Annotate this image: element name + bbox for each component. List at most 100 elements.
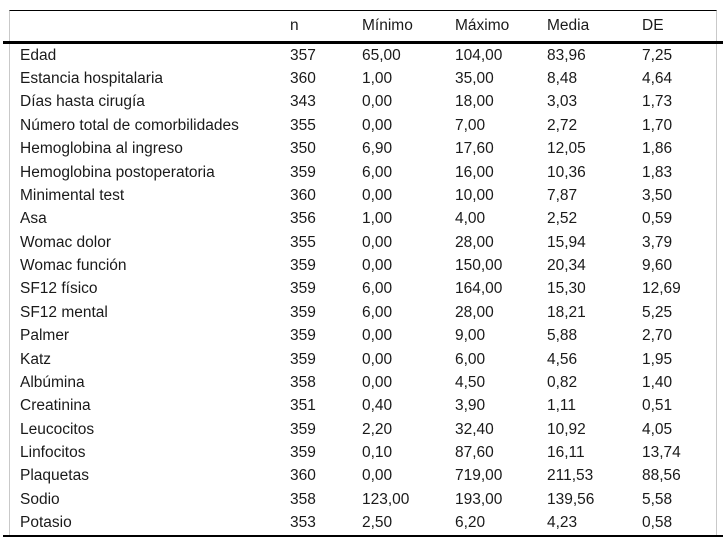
cell-de: 7,25 xyxy=(642,46,673,64)
cell-minimo: 2,20 xyxy=(362,420,393,438)
cell-media: 4,56 xyxy=(547,350,578,368)
cell-media: 139,56 xyxy=(547,490,595,508)
table-row: Creatinina 351 0,40 3,90 1,11 0,51 xyxy=(10,395,717,418)
row-label: Edad xyxy=(20,46,57,64)
row-label: Hemoglobina postoperatoria xyxy=(20,163,215,181)
cell-n: 359 xyxy=(290,420,316,438)
cell-media: 10,92 xyxy=(547,420,586,438)
table-row: Potasio 353 2,50 6,20 4,23 0,58 xyxy=(10,512,717,535)
cell-media: 1,11 xyxy=(547,397,577,415)
row-label: Sodio xyxy=(20,490,60,508)
cell-minimo: 65,00 xyxy=(362,46,401,64)
row-label: Leucocitos xyxy=(20,420,95,438)
table-frame xyxy=(9,10,717,537)
cell-minimo: 6,90 xyxy=(362,140,393,158)
cell-media: 2,52 xyxy=(547,210,578,228)
cell-media: 15,30 xyxy=(547,280,586,298)
table-row: Hemoglobina al ingreso 350 6,90 17,60 12,05 1… xyxy=(10,138,717,161)
table-row: Plaquetas 360 0,00 719,00 211,53 88,56 xyxy=(10,465,717,488)
row-label: Asa xyxy=(20,210,47,228)
cell-n: 359 xyxy=(290,257,316,275)
cell-de: 12,69 xyxy=(642,280,681,298)
row-label: Womac dolor xyxy=(20,233,112,251)
cell-de: 88,56 xyxy=(642,467,681,485)
cell-maximo: 150,00 xyxy=(455,257,503,275)
cell-maximo: 4,50 xyxy=(455,373,486,391)
cell-de: 1,40 xyxy=(642,373,673,391)
cell-minimo: 0,00 xyxy=(362,327,393,345)
cell-minimo: 1,00 xyxy=(362,210,393,228)
cell-maximo: 193,00 xyxy=(455,490,503,508)
cell-media: 16,11 xyxy=(547,444,585,462)
row-label: Número total de comorbilidades xyxy=(20,116,239,134)
cell-n: 343 xyxy=(290,93,316,111)
table-row: Edad 357 65,00 104,00 83,96 7,25 xyxy=(10,44,717,67)
cell-minimo: 0,00 xyxy=(362,257,393,275)
cell-de: 3,79 xyxy=(642,233,673,251)
cell-minimo: 0,00 xyxy=(362,233,393,251)
table-row: Asa 356 1,00 4,00 2,52 0,59 xyxy=(10,208,717,231)
cell-de: 2,70 xyxy=(642,327,673,345)
cell-media: 3,03 xyxy=(547,93,578,111)
cell-maximo: 9,00 xyxy=(455,327,486,345)
table-row: Palmer 359 0,00 9,00 5,88 2,70 xyxy=(10,325,717,348)
cell-de: 0,58 xyxy=(642,514,673,532)
cell-de: 1,83 xyxy=(642,163,673,181)
row-label: Días hasta cirugía xyxy=(20,93,145,111)
cell-de: 4,64 xyxy=(642,70,673,88)
header-minimo: Mínimo xyxy=(362,16,413,34)
cell-media: 20,34 xyxy=(547,257,586,275)
header-n: n xyxy=(290,16,299,34)
cell-media: 15,94 xyxy=(547,233,586,251)
cell-media: 4,23 xyxy=(547,514,578,532)
cell-n: 359 xyxy=(290,444,316,462)
table-row: Hemoglobina postoperatoria 359 6,00 16,00 10… xyxy=(10,161,717,184)
table-row: Leucocitos 359 2,20 32,40 10,92 4,05 xyxy=(10,418,717,441)
cell-minimo: 0,00 xyxy=(362,93,393,111)
cell-maximo: 35,00 xyxy=(455,70,494,88)
cell-n: 359 xyxy=(290,350,316,368)
cell-de: 9,60 xyxy=(642,257,673,275)
row-label: Potasio xyxy=(20,514,72,532)
cell-n: 360 xyxy=(290,186,316,204)
cell-minimo: 0,10 xyxy=(362,444,393,462)
table-row: Katz 359 0,00 6,00 4,56 1,95 xyxy=(10,348,717,371)
cell-n: 360 xyxy=(290,467,316,485)
cell-minimo: 0,00 xyxy=(362,467,393,485)
row-label: Linfocitos xyxy=(20,444,86,462)
cell-n: 355 xyxy=(290,233,316,251)
table-row: Minimental test 360 0,00 10,00 7,87 3,50 xyxy=(10,184,717,207)
cell-maximo: 719,00 xyxy=(455,467,503,485)
cell-minimo: 6,00 xyxy=(362,163,393,181)
cell-minimo: 123,00 xyxy=(362,490,410,508)
header-maximo: Máximo xyxy=(455,16,510,34)
table-row: Albúmina 358 0,00 4,50 0,82 1,40 xyxy=(10,371,717,394)
cell-maximo: 7,00 xyxy=(455,116,486,134)
cell-media: 8,48 xyxy=(547,70,578,88)
cell-n: 356 xyxy=(290,210,316,228)
cell-media: 0,82 xyxy=(547,373,578,391)
cell-maximo: 28,00 xyxy=(455,233,494,251)
cell-media: 12,05 xyxy=(547,140,586,158)
cell-de: 1,95 xyxy=(642,350,673,368)
row-label: SF12 físico xyxy=(20,280,98,298)
cell-n: 358 xyxy=(290,373,316,391)
row-label: Womac función xyxy=(20,257,127,275)
table-row: Estancia hospitalaria 360 1,00 35,00 8,48 4,6… xyxy=(10,67,717,90)
row-label: Estancia hospitalaria xyxy=(20,70,164,88)
cell-media: 7,87 xyxy=(547,186,578,204)
cell-de: 1,73 xyxy=(642,93,673,111)
cell-maximo: 4,00 xyxy=(455,210,486,228)
cell-de: 0,51 xyxy=(642,397,673,415)
cell-maximo: 104,00 xyxy=(455,46,503,64)
table-bottom-rule xyxy=(3,535,723,537)
table-row: Sodio 358 123,00 193,00 139,56 5,58 xyxy=(10,488,717,511)
cell-de: 4,05 xyxy=(642,420,673,438)
cell-maximo: 32,40 xyxy=(455,420,494,438)
cell-de: 1,70 xyxy=(642,116,673,134)
cell-de: 0,59 xyxy=(642,210,673,228)
table-row: SF12 físico 359 6,00 164,00 15,30 12,69 xyxy=(10,278,717,301)
header-de: DE xyxy=(642,16,664,34)
cell-minimo: 1,00 xyxy=(362,70,393,88)
